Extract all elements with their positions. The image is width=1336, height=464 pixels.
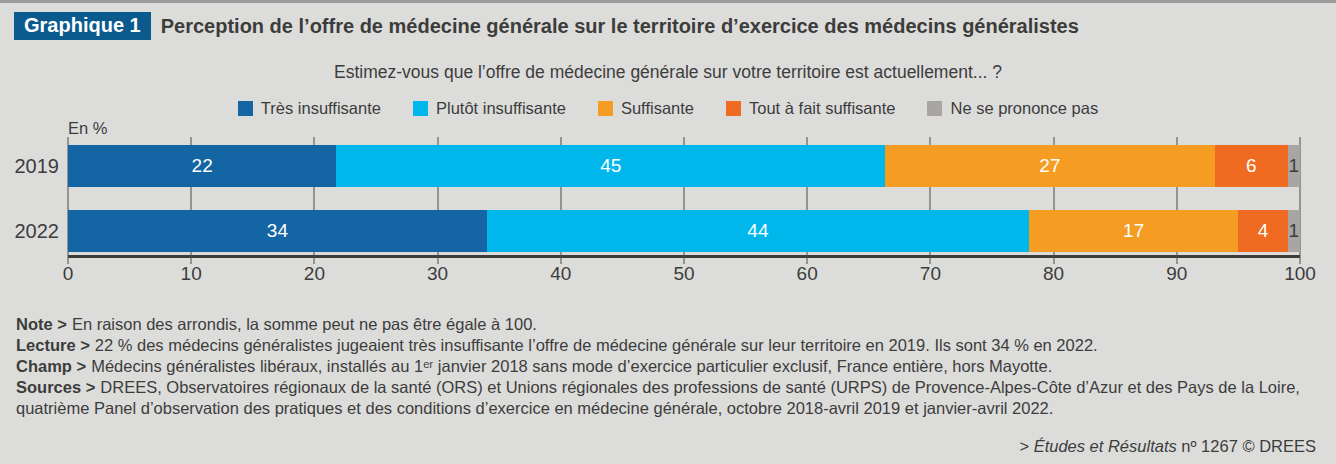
figure-panel: Graphique 1 Perception de l’offre de méd… — [0, 3, 1336, 464]
segment-2022-tout-a-fait-suffisante: 4 — [1238, 210, 1287, 252]
note-line: Note > En raison des arrondis, la somme p… — [16, 314, 1320, 335]
credit-publication-name: Études et Résultats — [1034, 437, 1177, 455]
segment-value: 45 — [600, 155, 621, 177]
chart-question-subtitle: Estimez-vous que l’offre de médecine gén… — [0, 62, 1336, 83]
segment-value: 1 — [1289, 155, 1300, 177]
segment-value: 44 — [747, 220, 768, 242]
note-text: DREES, Observatoires régionaux de la san… — [16, 378, 1300, 417]
segment-value: 34 — [267, 220, 288, 242]
legend-item: Suffisante — [598, 97, 694, 119]
note-label: Sources > — [16, 378, 95, 396]
segment-2019-ne-se-prononce-pas: 1 — [1288, 145, 1300, 187]
legend-item: Ne se prononce pas — [927, 97, 1098, 119]
segment-value: 4 — [1258, 220, 1269, 242]
bar-row-2019: 2019 22 45 27 6 1 — [68, 145, 1300, 187]
legend-item: Très insuffisante — [238, 97, 381, 119]
note-label: Lecture > — [16, 336, 90, 354]
segment-2022-tres-insuffisante: 34 — [68, 210, 487, 252]
segment-2019-tout-a-fait-suffisante: 6 — [1215, 145, 1288, 187]
note-text: 22 % des médecins généralistes jugeaient… — [95, 336, 1098, 354]
segment-value: 6 — [1246, 155, 1257, 177]
x-tick: 10 — [181, 263, 202, 285]
legend-label: Tout à fait suffisante — [749, 99, 895, 118]
note-label: Note > — [16, 315, 67, 333]
segment-value: 17 — [1123, 220, 1144, 242]
x-tick: 90 — [1166, 263, 1187, 285]
legend-item: Plutôt insuffisante — [413, 97, 566, 119]
x-tick: 20 — [304, 263, 325, 285]
figure-number-badge: Graphique 1 — [14, 12, 151, 40]
x-tick: 100 — [1284, 263, 1316, 285]
segment-2019-plutot-insuffisante: 45 — [336, 145, 885, 187]
legend-swatch-tres-insuffisante — [238, 101, 253, 116]
notes-block: Note > En raison des arrondis, la somme p… — [16, 314, 1320, 419]
legend-label: Plutôt insuffisante — [436, 99, 566, 118]
legend-swatch-suffisante — [598, 101, 613, 116]
note-text: En raison des arrondis, la somme peut ne… — [72, 315, 537, 333]
legend-label: Ne se prononce pas — [950, 99, 1098, 118]
note-label: Champ > — [16, 357, 86, 375]
credit-issue: nº 1267 © DREES — [1177, 437, 1316, 455]
publication-credit: > Études et Résultats nº 1267 © DREES — [1019, 437, 1316, 456]
note-line: Sources >DREES, Observatoires régionaux … — [16, 377, 1320, 419]
figure-title: Perception de l’offre de médecine généra… — [161, 15, 1079, 38]
row-label-2019: 2019 — [15, 155, 60, 178]
bar-row-2022: 2022 34 44 17 4 1 — [68, 210, 1300, 252]
legend-item: Tout à fait suffisante — [726, 97, 895, 119]
x-tick: 50 — [673, 263, 694, 285]
segment-2019-tres-insuffisante: 22 — [68, 145, 336, 187]
segment-value: 1 — [1289, 220, 1300, 242]
legend-swatch-ne-se-prononce-pas — [927, 101, 942, 116]
note-line: Lecture > 22 % des médecins généralistes … — [16, 335, 1320, 356]
segment-2019-suffisante: 27 — [885, 145, 1214, 187]
segment-value: 22 — [192, 155, 213, 177]
x-tick: 30 — [427, 263, 448, 285]
x-axis-ticks: 0 10 20 30 40 50 60 70 80 90 100 — [68, 258, 1300, 288]
axis-unit-label: En % — [68, 119, 1336, 137]
segment-2022-plutot-insuffisante: 44 — [487, 210, 1029, 252]
row-label-2022: 2022 — [15, 220, 60, 243]
legend-swatch-tout-a-fait-suffisante — [726, 101, 741, 116]
legend-label: Suffisante — [621, 99, 694, 118]
x-tick: 0 — [63, 263, 74, 285]
note-text: Médecins généralistes libéraux, installé… — [91, 357, 1052, 375]
figure-header: Graphique 1 Perception de l’offre de méd… — [0, 12, 1336, 40]
segment-2022-suffisante: 17 — [1029, 210, 1238, 252]
x-tick: 60 — [797, 263, 818, 285]
credit-prefix: > — [1019, 437, 1033, 455]
x-tick: 80 — [1043, 263, 1064, 285]
note-line: Champ > Médecins généralistes libéraux, i… — [16, 356, 1320, 377]
legend-swatch-plutot-insuffisante — [413, 101, 428, 116]
segment-value: 27 — [1039, 155, 1060, 177]
plot-area: 2019 22 45 27 6 1 2022 34 44 17 4 1 — [68, 137, 1300, 258]
x-tick: 70 — [920, 263, 941, 285]
legend-label: Très insuffisante — [261, 99, 381, 118]
chart-legend: Très insuffisante Plutôt insuffisante Su… — [0, 97, 1336, 119]
segment-2022-ne-se-prononce-pas: 1 — [1288, 210, 1300, 252]
x-tick: 40 — [550, 263, 571, 285]
